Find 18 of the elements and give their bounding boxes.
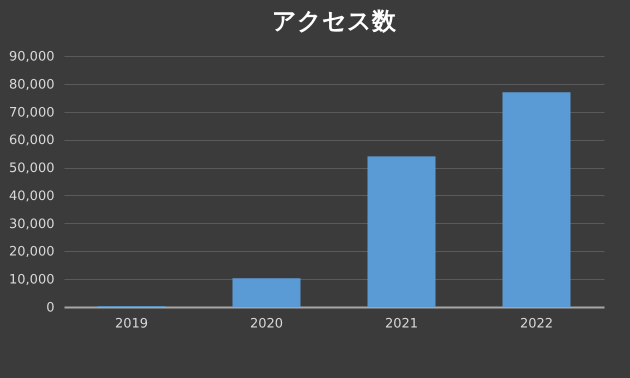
y-tick-label: 50,000	[9, 161, 54, 176]
y-tick-label: 80,000	[9, 77, 54, 92]
y-tick-label: 40,000	[9, 188, 54, 204]
x-tick-label: 2021	[384, 316, 418, 332]
chart-title: アクセス数	[272, 7, 397, 35]
y-tick-label: 30,000	[9, 216, 54, 232]
bar	[502, 92, 570, 307]
y-tick-label: 10,000	[9, 272, 54, 288]
x-tick-label: 2019	[114, 316, 148, 332]
y-tick-label: 20,000	[9, 244, 54, 260]
y-tick-label: 90,000	[9, 50, 54, 64]
y-tick-label: 0	[46, 300, 54, 316]
bar	[368, 156, 436, 307]
x-tick-label: 2022	[520, 316, 554, 332]
x-tick-label: 2020	[250, 316, 284, 332]
y-tick-label: 60,000	[9, 133, 54, 148]
y-tick-label: 70,000	[9, 105, 54, 120]
bar	[232, 278, 300, 307]
